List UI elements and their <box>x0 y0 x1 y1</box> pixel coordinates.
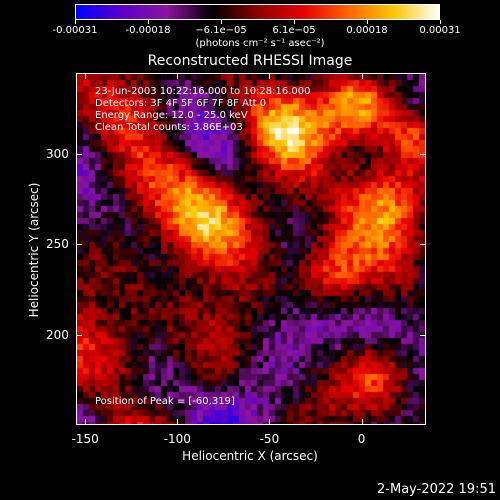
colorbar-tick <box>75 20 76 24</box>
colorbar-tick <box>221 20 222 24</box>
x-tick-label: -50 <box>259 432 280 446</box>
x-tick <box>85 73 87 79</box>
y-tick <box>420 334 426 336</box>
x-tick <box>269 73 271 79</box>
y-axis-label: Heliocentric Y (arcsec) <box>27 182 41 318</box>
annotation-total-counts: Clean Total counts: 3.86E+03 <box>95 122 243 133</box>
colorbar-tick-label: 6.1e−05 <box>272 25 316 36</box>
colorbar-tick-label: 0.00031 <box>419 25 461 36</box>
x-tick <box>85 419 87 425</box>
x-tick <box>361 73 363 79</box>
chart-title: Reconstructed RHESSI Image <box>147 53 353 69</box>
x-tick <box>177 73 179 79</box>
y-tick <box>76 334 82 336</box>
plot-area: 23-Jun-2003 10:22:16.000 to 10:28:16.000… <box>76 73 426 425</box>
y-tick <box>76 244 82 246</box>
colorbar-tick-label: -0.00031 <box>52 25 98 36</box>
colorbar-tick-label: -0.00018 <box>125 25 171 36</box>
colorbar-tick <box>148 20 149 24</box>
y-tick <box>420 244 426 246</box>
annotation-detectors: Detectors: 3F 4F 5F 6F 7F 8F Att 0 <box>95 98 267 109</box>
y-tick <box>420 154 426 156</box>
heatmap-image <box>77 74 425 424</box>
annotation-time-range: 23-Jun-2003 10:22:16.000 to 10:28:16.000 <box>95 86 311 97</box>
y-tick-label: 300 <box>46 147 69 162</box>
colorbar <box>75 4 440 20</box>
x-tick <box>177 419 179 425</box>
colorbar-tick-label: −6.1e−05 <box>195 25 247 36</box>
y-tick-label: 250 <box>46 237 69 252</box>
x-tick-label: 0 <box>357 432 366 446</box>
x-tick-label: -150 <box>71 432 99 446</box>
x-tick <box>269 419 271 425</box>
y-tick <box>76 154 82 156</box>
colorbar-unit: (photons cm⁻² s⁻¹ asec⁻²) <box>195 38 325 49</box>
x-tick-label: -100 <box>163 432 191 446</box>
colorbar-tick <box>294 20 295 24</box>
colorbar-tick <box>367 20 368 24</box>
annotation-energy-range: Energy Range: 12.0 - 25.0 keV <box>95 110 248 121</box>
colorbar-tick-label: 0.00018 <box>346 25 388 36</box>
annotation-peak-position: Position of Peak = [-60,319] <box>95 396 235 407</box>
y-tick-label: 200 <box>46 327 69 342</box>
colorbar-tick <box>440 20 441 24</box>
x-tick <box>361 419 363 425</box>
x-axis-label: Heliocentric X (arcsec) <box>182 449 318 463</box>
timestamp: 2-May-2022 19:51 <box>377 482 496 497</box>
